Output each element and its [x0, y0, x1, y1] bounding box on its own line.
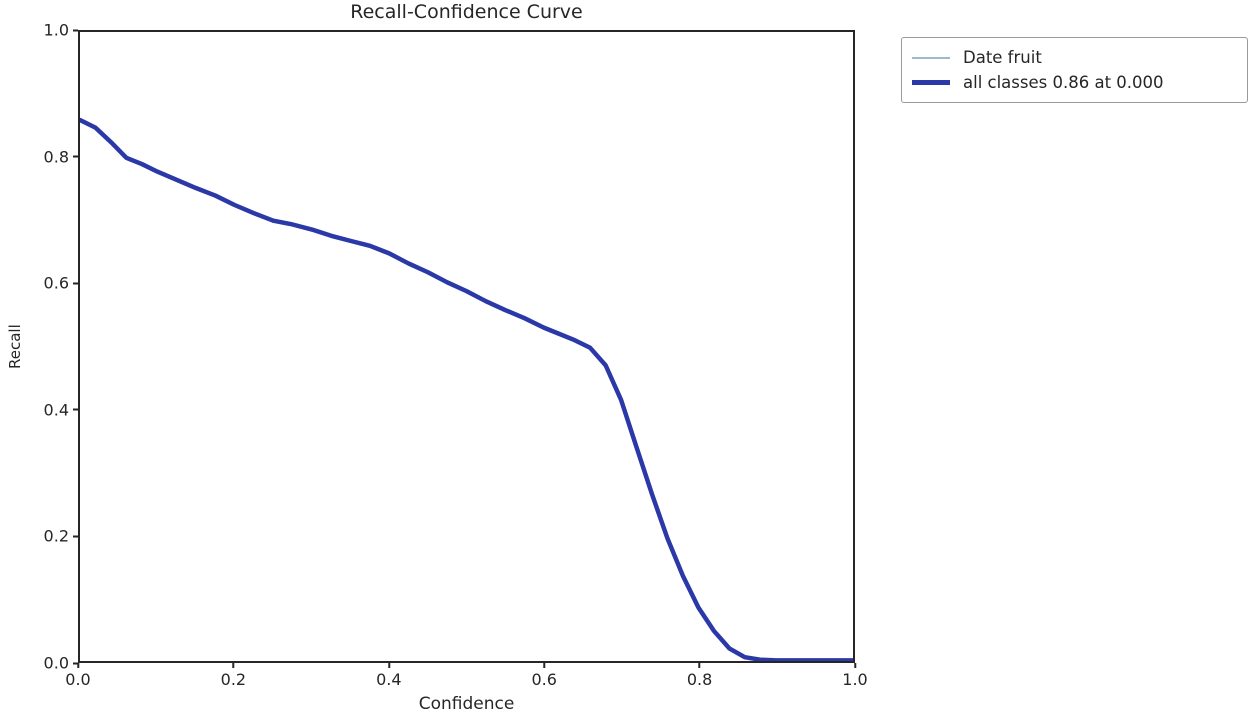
all-classes-line-swatch	[912, 80, 950, 85]
y-tick-1.0: 1.0	[44, 21, 78, 40]
x-axis-ticks: 0.0 0.2 0.4 0.6 0.8 1.0	[65, 663, 868, 695]
y-axis-ticks: 0.0 0.2 0.4 0.6 0.8 1.0	[0, 21, 78, 673]
x-tick-0.0: 0.0	[65, 663, 91, 689]
x-axis-label: Confidence	[418, 694, 515, 714]
legend: Date fruit all classes 0.86 at 0.000	[901, 37, 1248, 103]
x-tick-1.0: 1.0	[842, 663, 868, 689]
legend-item-date-fruit: Date fruit	[912, 45, 1237, 70]
y-tick-0.6: 0.6	[44, 274, 78, 293]
y-tick-0.8: 0.8	[44, 147, 78, 166]
y-tick-0.2: 0.2	[44, 527, 78, 546]
x-tick-0.6: 0.6	[531, 663, 557, 689]
plot-area	[78, 30, 855, 663]
x-tick-0.2: 0.2	[221, 663, 246, 689]
chart-title: Recall-Confidence Curve	[350, 1, 583, 23]
date-fruit-line-swatch	[912, 56, 950, 59]
y-tick-0.0: 0.0	[44, 654, 78, 673]
legend-label-all-classes: all classes 0.86 at 0.000	[963, 73, 1164, 92]
y-axis-label: Recall	[6, 324, 24, 369]
x-tick-0.4: 0.4	[376, 663, 402, 689]
legend-label-date-fruit: Date fruit	[963, 48, 1042, 67]
all-classes-line	[80, 117, 853, 661]
y-tick-0.4: 0.4	[44, 400, 78, 419]
x-tick-0.8: 0.8	[687, 663, 712, 689]
plot-canvas	[80, 117, 853, 661]
date-fruit-line	[80, 119, 853, 661]
legend-item-all-classes: all classes 0.86 at 0.000	[912, 70, 1237, 95]
